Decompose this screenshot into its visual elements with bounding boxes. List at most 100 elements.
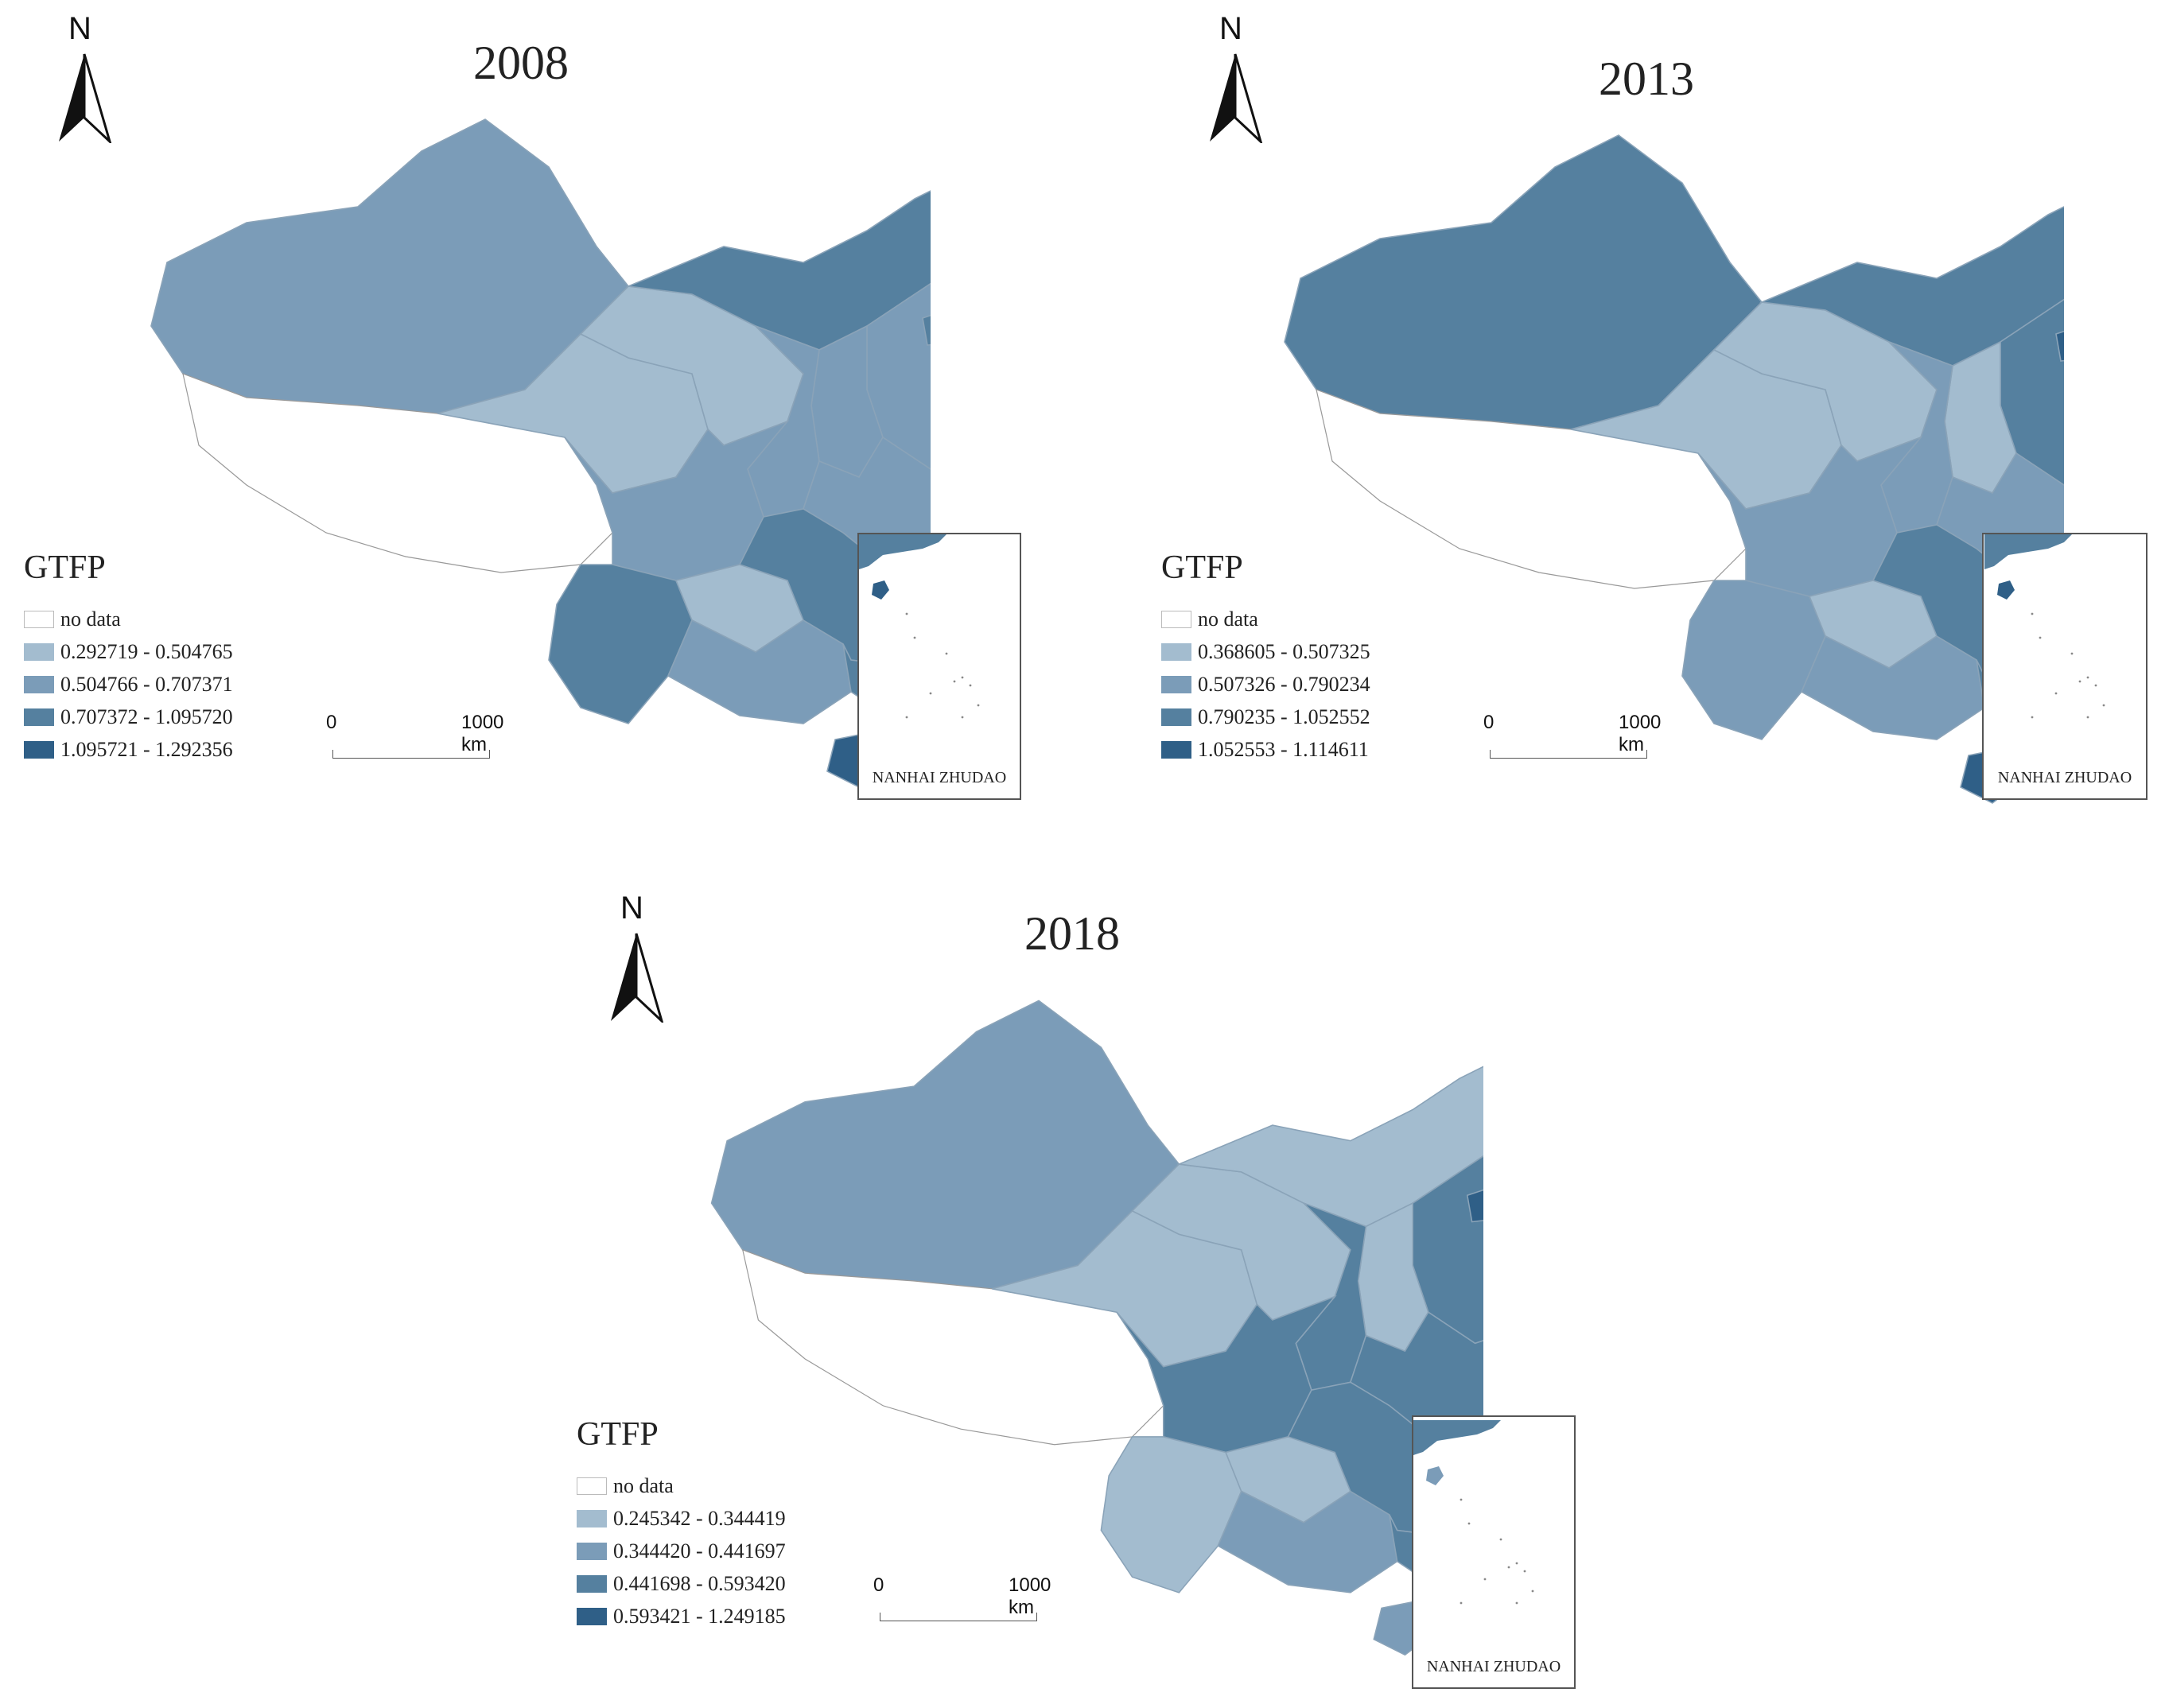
legend-item-nodata: no data <box>1161 603 1370 635</box>
inset-island-dot <box>961 716 964 719</box>
inset-hainan <box>1426 1466 1444 1485</box>
legend-label: 0.593421 - 1.249185 <box>613 1604 786 1628</box>
region-beijing <box>2055 330 2064 362</box>
inset-island-dot <box>977 704 980 707</box>
legend-swatch <box>24 675 54 693</box>
north-letter: N <box>68 11 91 46</box>
legend-swatch <box>1161 675 1191 693</box>
legend-item-nodata: no data <box>24 603 233 635</box>
inset-map <box>1984 534 2105 719</box>
legend-title: GTFP <box>577 1416 659 1453</box>
china-map <box>1284 134 2064 804</box>
scale-distance: 1000 km <box>1009 1574 1051 1618</box>
inset-island-dot <box>2086 716 2089 719</box>
region-sichuan <box>1116 1295 1337 1454</box>
south-china-sea-inset: NANHAI ZHUDAO <box>1412 1415 1576 1689</box>
map-panel-2013: 2013 N GTFP no data 0.368605 - 0.507325 … <box>1129 0 2165 851</box>
inset-island-dot <box>2086 676 2089 679</box>
map-panel-2008: 2008 N GTFP no data 0.292719 - 0.504765 … <box>0 0 1066 843</box>
region-yunnan <box>1100 1436 1242 1593</box>
inset-hainan <box>1997 580 2015 600</box>
north-arrow: N <box>1205 11 1269 146</box>
inset-island-dot <box>905 612 908 615</box>
legend-label: 0.441698 - 0.593420 <box>613 1571 786 1595</box>
legend-swatch <box>577 1574 607 1593</box>
legend-swatch <box>577 1477 607 1495</box>
inset-coast <box>1984 534 2072 569</box>
inset-island-dot <box>945 652 948 655</box>
inset-island-dot <box>2031 716 2034 719</box>
region-sichuan <box>1697 436 1923 597</box>
scale-bar: 0 1000 km <box>1483 712 1661 759</box>
region-beijing <box>1466 1189 1483 1223</box>
legend-item-class-3: 0.441698 - 0.593420 <box>577 1567 786 1600</box>
scale-bar: 0 1000 km <box>873 1574 1051 1622</box>
south-china-sea-inset: NANHAI ZHUDAO <box>857 533 1021 800</box>
inset-island-dot <box>953 680 956 683</box>
legend-item-class-4: 1.095721 - 1.292356 <box>24 733 233 766</box>
legend-swatch <box>24 708 54 726</box>
inset-island-dot <box>1515 1601 1518 1605</box>
legend-item-class-1: 0.368605 - 0.507325 <box>1161 635 1370 668</box>
legend-label: 1.052553 - 1.114611 <box>1198 737 1369 761</box>
scale-zero: 0 <box>1483 712 1495 733</box>
legend-swatch <box>577 1542 607 1560</box>
scale-distance: 1000 km <box>461 712 504 755</box>
region-central <box>1349 1311 1483 1445</box>
legend-item-class-2: 0.344420 - 0.441697 <box>577 1535 786 1567</box>
inset-island-dot <box>2031 612 2034 615</box>
inset-island-dot <box>2039 636 2042 639</box>
legend-label: 1.095721 - 1.292356 <box>60 737 233 761</box>
inset-island-dot <box>961 676 964 679</box>
inset-label: NANHAI ZHUDAO <box>1997 769 2132 786</box>
inset-map <box>859 534 980 719</box>
scale-zero: 0 <box>873 1574 884 1596</box>
legend-swatch <box>1161 708 1191 726</box>
north-arrow: N <box>54 11 118 146</box>
inset-island-dot <box>2054 692 2058 695</box>
year-title: 2013 <box>1599 52 1694 105</box>
legend-label: no data <box>1198 607 1258 631</box>
legend-item-class-1: 0.245342 - 0.344419 <box>577 1502 786 1535</box>
legend-swatch <box>24 740 54 759</box>
inset-island-dot <box>2070 652 2074 655</box>
legend-label: no data <box>613 1473 674 1497</box>
inset-island-dot <box>1531 1590 1534 1593</box>
inset-map <box>1413 1420 1534 1605</box>
legend: GTFP no data 0.292719 - 0.504765 0.50476… <box>24 549 233 766</box>
inset-island-dot <box>1499 1538 1502 1541</box>
inset-island-dot <box>905 716 908 719</box>
legend-item-class-2: 0.507326 - 0.790234 <box>1161 668 1370 701</box>
north-arrow-icon <box>611 933 664 1025</box>
inset-label: NANHAI ZHUDAO <box>1426 1658 1561 1675</box>
inset-island-dot <box>1523 1570 1526 1573</box>
scale-zero: 0 <box>326 712 337 733</box>
north-letter: N <box>620 891 643 926</box>
legend-swatch <box>24 610 54 628</box>
region-yunnan <box>548 564 693 724</box>
legend-item-class-1: 0.292719 - 0.504765 <box>24 635 233 668</box>
north-arrow-icon <box>59 53 112 146</box>
legend-title: GTFP <box>1161 549 1243 586</box>
legend-label: 0.707372 - 1.095720 <box>60 705 233 728</box>
scale-bar: 0 1000 km <box>326 712 504 759</box>
legend: GTFP no data 0.368605 - 0.507325 0.50732… <box>1161 549 1370 766</box>
legend-item-nodata: no data <box>577 1469 786 1502</box>
inset-coast <box>859 534 946 569</box>
inset-island-dot <box>1460 1498 1463 1501</box>
north-arrow-icon <box>1210 53 1263 146</box>
inset-island-dot <box>2094 684 2097 687</box>
inset-island-dot <box>969 684 972 687</box>
south-china-sea-inset: NANHAI ZHUDAO <box>1982 533 2148 800</box>
region-sichuan <box>564 420 790 581</box>
legend-item-class-4: 0.593421 - 1.249185 <box>577 1600 786 1632</box>
inset-island-dot <box>2102 704 2105 707</box>
inset-island-dot <box>929 692 932 695</box>
legend-item-class-3: 0.707372 - 1.095720 <box>24 701 233 733</box>
legend-label: 0.504766 - 0.707371 <box>60 672 233 696</box>
legend-swatch <box>1161 740 1191 759</box>
inset-island-dot <box>1460 1601 1463 1605</box>
legend-title: GTFP <box>24 549 106 586</box>
inset-island-dot <box>2078 680 2081 683</box>
inset-coast <box>1413 1420 1501 1455</box>
